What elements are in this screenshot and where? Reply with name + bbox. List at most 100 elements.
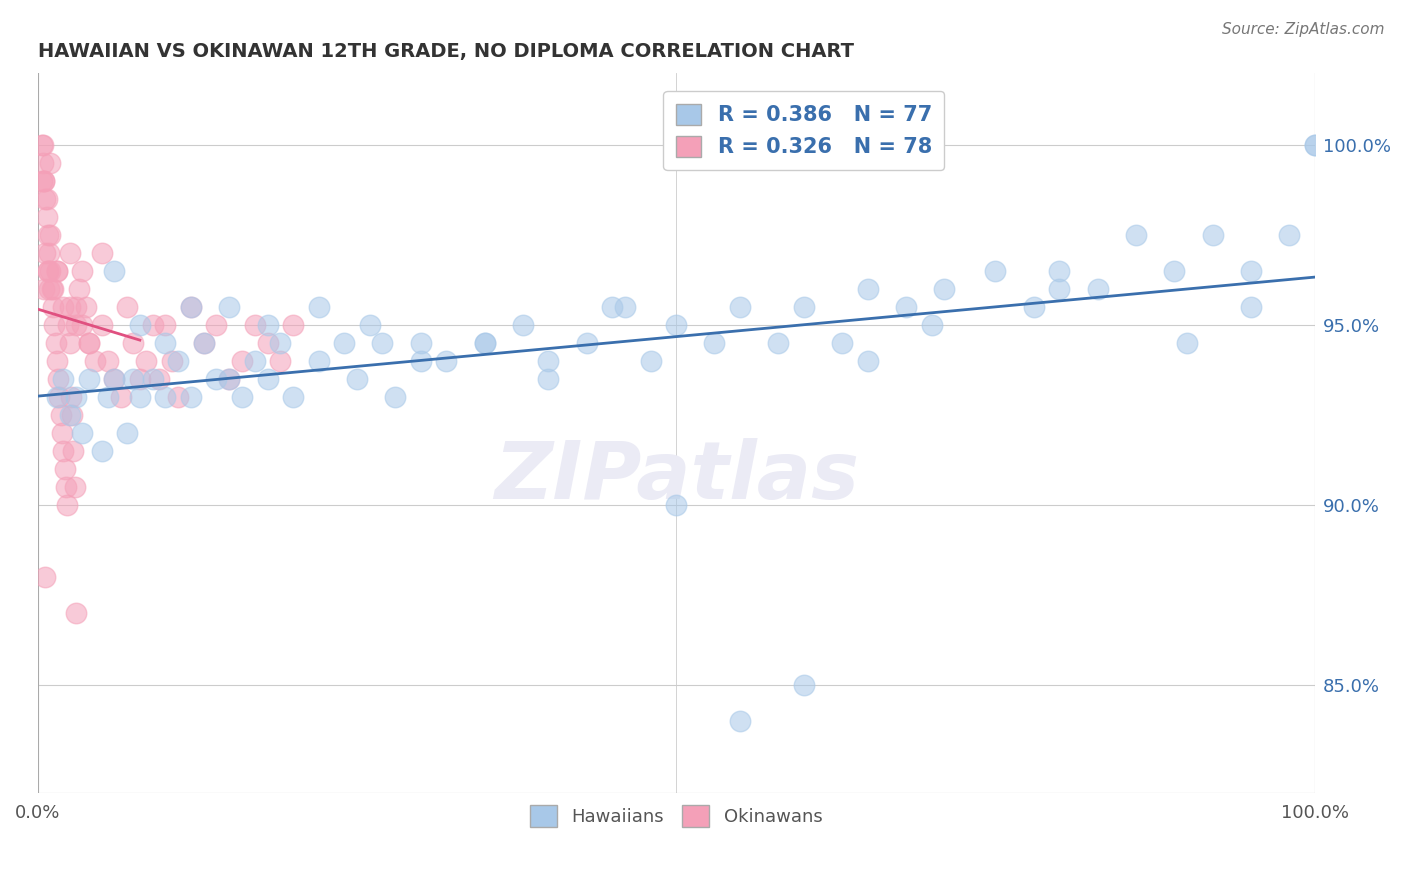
Point [155, 391, 177, 405]
Point [38, 282, 60, 296]
Point [37, 228, 59, 243]
Point [409, 354, 432, 368]
Point [256, 336, 278, 351]
Point [218, 301, 240, 315]
Point [243, 318, 266, 333]
Point [180, 391, 202, 405]
Point [32, 174, 55, 188]
Point [575, 336, 598, 351]
Point [346, 372, 368, 386]
Point [103, 372, 125, 386]
Point [115, 301, 138, 315]
Point [269, 336, 291, 351]
Point [434, 354, 457, 368]
Point [42, 282, 65, 296]
Point [34, 246, 56, 260]
Point [602, 301, 624, 315]
Point [193, 336, 215, 351]
Text: HAWAIIAN VS OKINAWAN 12TH GRADE, NO DIPLOMA CORRELATION CHART: HAWAIIAN VS OKINAWAN 12TH GRADE, NO DIPL… [38, 42, 853, 61]
Text: Source: ZipAtlas.com: Source: ZipAtlas.com [1222, 22, 1385, 37]
Point [53, 462, 76, 476]
Point [65, 391, 87, 405]
Point [665, 318, 688, 333]
Point [1240, 264, 1263, 278]
Point [231, 354, 253, 368]
Point [333, 336, 356, 351]
Point [793, 678, 815, 692]
Point [160, 354, 183, 368]
Point [142, 318, 165, 333]
Point [1125, 228, 1147, 243]
Point [205, 372, 228, 386]
Point [728, 714, 751, 729]
Point [167, 354, 190, 368]
Point [38, 246, 60, 260]
Point [90, 444, 112, 458]
Point [72, 318, 94, 333]
Point [41, 282, 63, 296]
Point [46, 372, 69, 386]
Point [59, 336, 82, 351]
Point [110, 391, 132, 405]
Point [32, 174, 55, 188]
Point [308, 301, 330, 315]
Point [1022, 301, 1045, 315]
Point [359, 318, 381, 333]
Point [42, 301, 65, 315]
Point [409, 336, 432, 351]
Point [48, 391, 70, 405]
Point [155, 336, 177, 351]
Point [115, 426, 138, 441]
Point [193, 336, 215, 351]
Point [77, 336, 100, 351]
Point [122, 336, 145, 351]
Point [35, 211, 58, 225]
Point [37, 264, 59, 278]
Point [75, 301, 97, 315]
Point [39, 264, 62, 278]
Point [39, 156, 62, 170]
Point [831, 336, 853, 351]
Point [31, 138, 53, 153]
Point [205, 318, 228, 333]
Point [984, 264, 1007, 278]
Point [856, 282, 879, 296]
Point [934, 282, 956, 296]
Point [77, 336, 100, 351]
Point [59, 301, 82, 315]
Point [474, 336, 496, 351]
Point [1303, 138, 1326, 153]
Point [31, 156, 53, 170]
Point [49, 409, 72, 423]
Point [65, 301, 87, 315]
Point [1163, 264, 1185, 278]
Point [371, 336, 394, 351]
Point [243, 354, 266, 368]
Point [703, 336, 725, 351]
Point [37, 264, 59, 278]
Point [44, 318, 66, 333]
Point [135, 354, 157, 368]
Point [231, 391, 253, 405]
Point [63, 480, 86, 494]
Point [856, 354, 879, 368]
Point [148, 372, 170, 386]
Point [58, 318, 80, 333]
Point [614, 301, 637, 315]
Point [72, 264, 94, 278]
Point [52, 372, 75, 386]
Point [768, 336, 790, 351]
Point [56, 499, 79, 513]
Point [45, 264, 67, 278]
Point [31, 174, 53, 188]
Point [894, 301, 917, 315]
Point [537, 372, 560, 386]
Point [62, 444, 84, 458]
Text: ZIPatlas: ZIPatlas [494, 438, 859, 516]
Point [921, 318, 943, 333]
Point [1201, 228, 1223, 243]
Point [52, 301, 75, 315]
Point [67, 282, 90, 296]
Point [728, 301, 751, 315]
Point [59, 391, 82, 405]
